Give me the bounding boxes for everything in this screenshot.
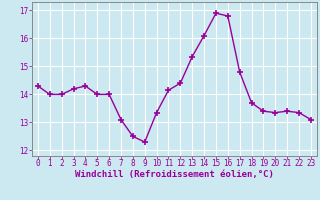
- X-axis label: Windchill (Refroidissement éolien,°C): Windchill (Refroidissement éolien,°C): [75, 170, 274, 179]
